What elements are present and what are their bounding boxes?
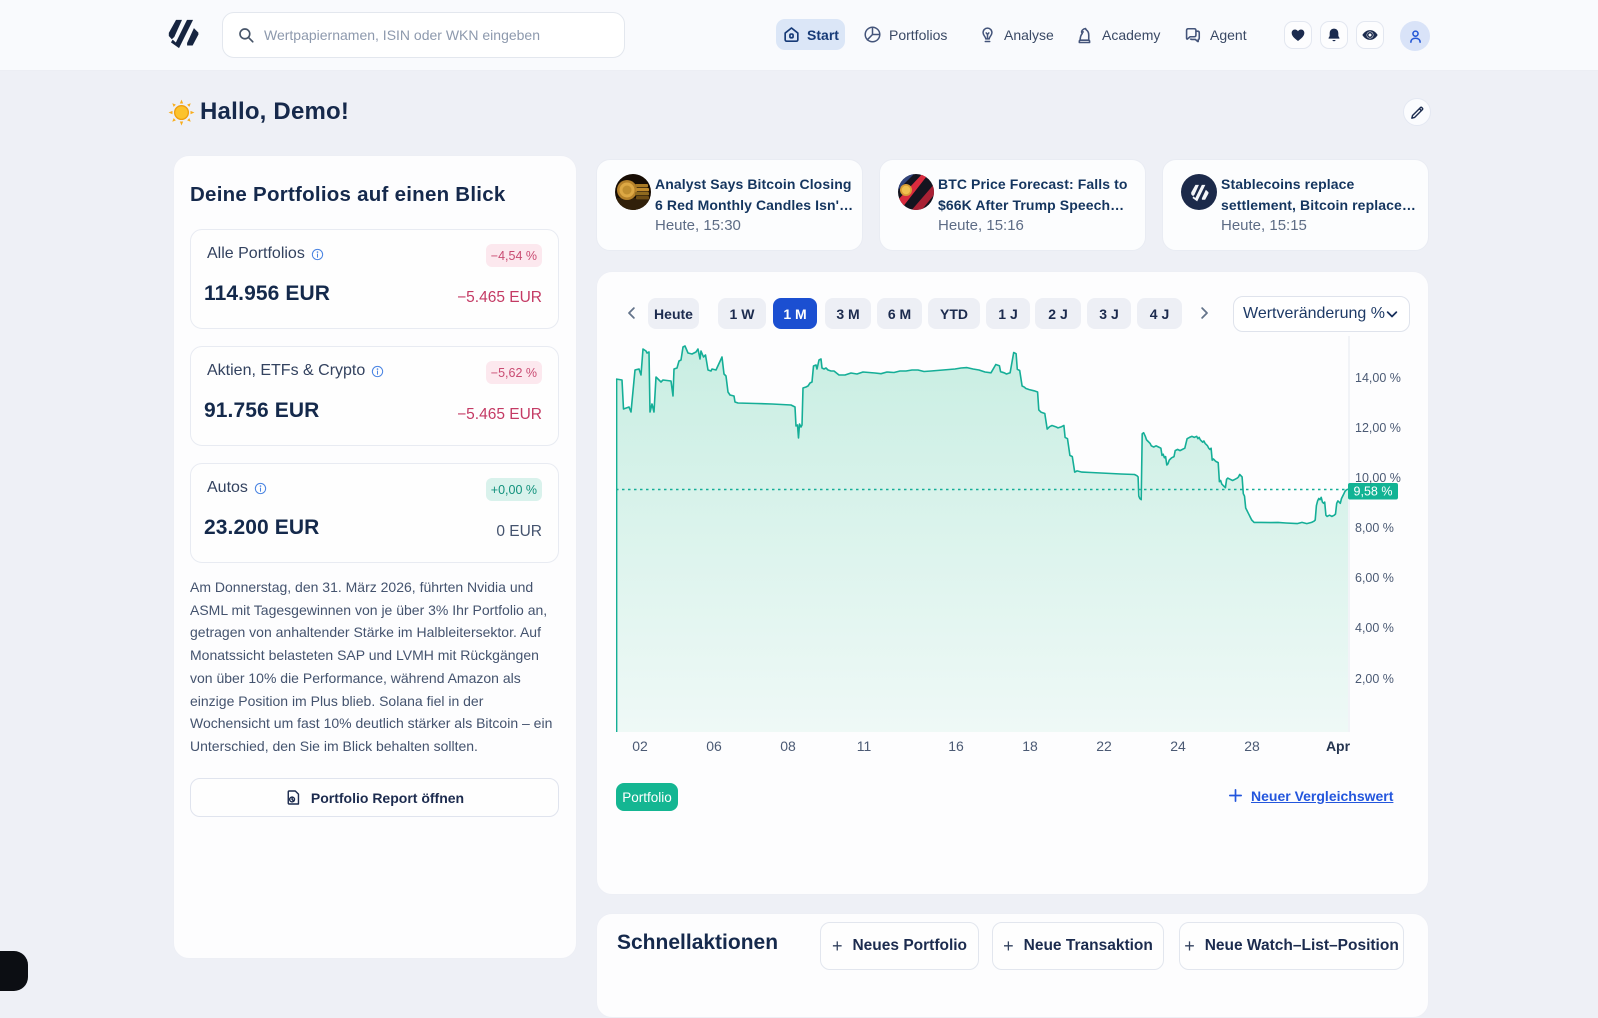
svg-text:9,58 %: 9,58 % [1354,485,1393,499]
